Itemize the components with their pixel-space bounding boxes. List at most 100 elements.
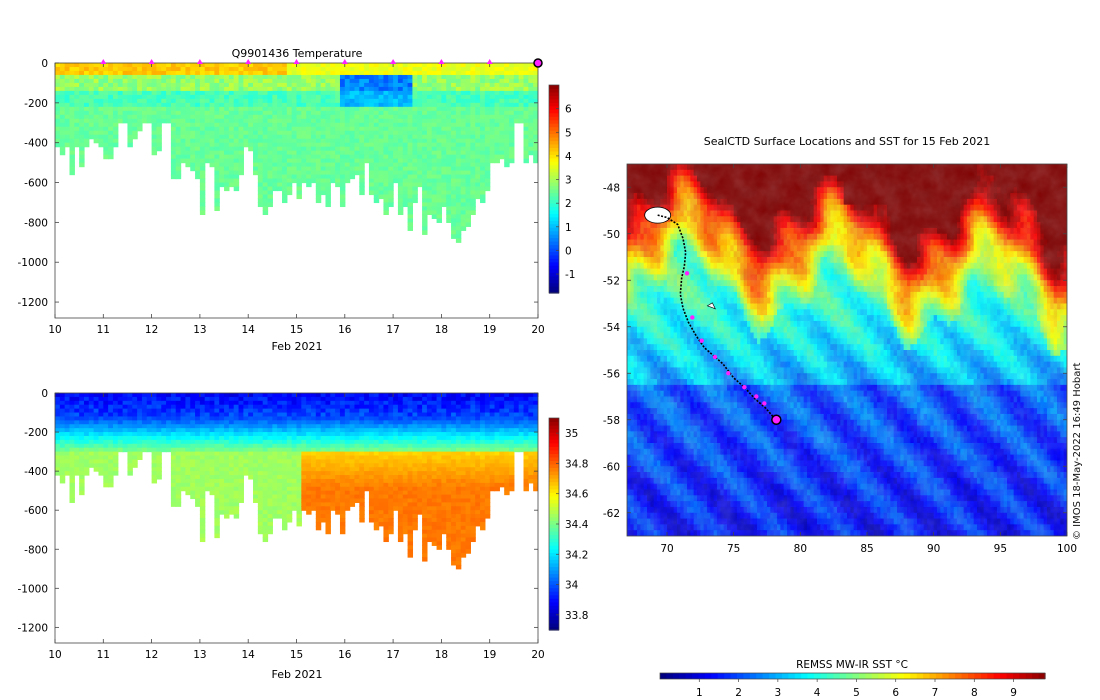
salinity-cell [383, 482, 389, 488]
temperature-cell [199, 174, 206, 180]
temperature-cell [417, 90, 423, 96]
temperature-cell [224, 162, 230, 168]
temperature-cell [422, 210, 428, 216]
salinity-cell [388, 478, 394, 484]
temperature-cell [494, 63, 500, 68]
salinity-cell [98, 471, 104, 476]
temperature-cell [282, 178, 288, 184]
salinity-cell [141, 424, 148, 429]
temperature-cell [224, 102, 230, 108]
colorbar-segment [549, 98, 559, 103]
surface-marker [148, 59, 155, 64]
temperature-cell [397, 63, 404, 68]
temperature-cell [262, 146, 269, 152]
salinity-cell [282, 490, 288, 496]
salinity-cell [219, 482, 225, 488]
temperature-cell [185, 130, 191, 136]
temperature-cell [339, 82, 346, 88]
salinity-cell [306, 498, 312, 503]
salinity-cell [301, 475, 307, 480]
salinity-cell [224, 506, 230, 511]
temperature-cell [83, 82, 90, 88]
temperature-cell [412, 86, 418, 92]
salinity-cell [388, 525, 394, 531]
salinity-cell [296, 467, 302, 472]
salinity-cell [359, 494, 365, 500]
temperature-cell [267, 90, 273, 96]
temperature-cell [238, 166, 244, 172]
salinity-cell [339, 475, 346, 480]
temperature-cell [69, 166, 75, 172]
temperature-cell [460, 98, 467, 104]
temperature-cell [489, 102, 496, 108]
temperature-cell [141, 86, 148, 92]
temperature-cell [310, 66, 317, 72]
temperature-cell [504, 106, 510, 112]
temperature-cell [513, 114, 520, 120]
temperature-cell [59, 122, 66, 128]
salinity-cell [286, 447, 293, 453]
temperature-xlabel: Feb 2021 [272, 340, 323, 353]
salinity-cell [248, 416, 254, 421]
temperature-cell [436, 114, 442, 120]
salinity-cell [291, 478, 298, 484]
salinity-cell [185, 396, 191, 402]
salinity-cell [83, 400, 90, 406]
temperature-cell [344, 174, 351, 180]
temperature-cell [354, 118, 360, 124]
temperature-cell [470, 134, 476, 140]
salinity-cell [267, 525, 273, 531]
salinity-cell [277, 408, 283, 414]
salinity-cell [272, 475, 278, 480]
temperature-cell [219, 66, 225, 72]
temperature-cell [441, 63, 447, 68]
salinity-cell [320, 412, 327, 418]
temperature-cell [378, 146, 385, 152]
temperature-cell [431, 138, 438, 144]
salinity-cell [219, 471, 225, 476]
temperature-cell [195, 170, 201, 176]
temperature-cell [393, 74, 399, 80]
salinity-cell [214, 412, 220, 418]
temperature-cell [64, 90, 71, 96]
salinity-cell [238, 416, 244, 421]
temperature-cell [108, 66, 114, 72]
temperature-cell [330, 106, 336, 112]
temperature-cell [460, 118, 467, 124]
temperature-cell [214, 198, 220, 204]
temperature-cell [368, 114, 375, 120]
salinity-cell [354, 393, 360, 398]
temperature-cell [412, 194, 418, 200]
temperature-cell [272, 174, 278, 180]
temperature-cell [383, 118, 389, 124]
temperature-cell [368, 174, 375, 180]
temperature-cell [282, 134, 288, 140]
temperature-cell [330, 130, 336, 136]
salinity-cell [233, 424, 240, 429]
salinity-cell [267, 447, 273, 453]
salinity-cell [88, 416, 95, 421]
temperature-cell [460, 226, 467, 231]
temperature-cell [199, 118, 206, 124]
salinity-cell [325, 525, 331, 531]
temperature-cell [59, 63, 66, 68]
salinity-cell [301, 428, 307, 433]
temperature-cell [388, 182, 394, 188]
temperature-cell [108, 110, 114, 116]
temperature-cell [373, 70, 380, 76]
salinity-cell [98, 396, 104, 402]
temperature-cell [306, 166, 312, 172]
temperature-cell [518, 70, 525, 76]
salinity-cell [185, 471, 191, 476]
temperature-cell [402, 118, 409, 124]
salinity-cell [233, 463, 240, 468]
colorbar-segment [549, 102, 559, 107]
temperature-cell [180, 94, 187, 100]
salinity-cell [277, 463, 283, 468]
temperature-cell [330, 102, 336, 108]
temperature-cell [190, 150, 196, 156]
temperature-cell [282, 130, 288, 136]
salinity-cell [301, 506, 307, 511]
salinity-cell [185, 486, 191, 492]
salinity-cell [219, 475, 225, 480]
